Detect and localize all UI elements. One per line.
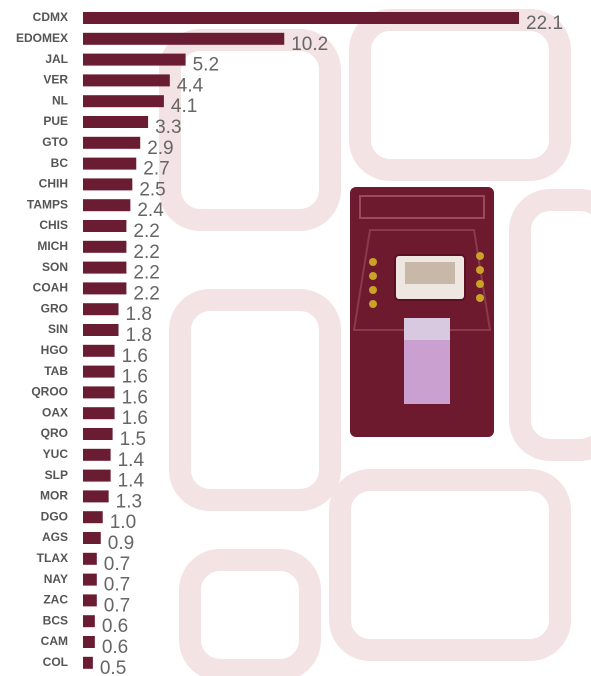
- bar: [83, 178, 132, 190]
- bar: [83, 636, 95, 648]
- bar: [83, 282, 126, 294]
- category-label: CAM: [41, 634, 68, 648]
- chart: CDMX 22.1 EDOMEX 10.2 JAL 5.2 VER 4.4 NL 4.1 PUE 3.…: [0, 0, 591, 676]
- value-label: 1.0: [110, 512, 136, 533]
- value-label: 1.4: [118, 450, 145, 471]
- bar: [83, 345, 115, 357]
- bar: [83, 615, 95, 627]
- value-label: 2.4: [137, 200, 164, 221]
- bar: [83, 33, 284, 45]
- value-label: 5.2: [193, 55, 219, 76]
- value-label: 0.7: [104, 595, 130, 616]
- value-label: 2.2: [133, 283, 159, 304]
- value-label: 0.6: [102, 637, 128, 658]
- value-label: 2.9: [147, 138, 173, 159]
- value-label: 4.4: [177, 75, 204, 96]
- category-label: EDOMEX: [16, 31, 68, 45]
- category-label: CDMX: [33, 10, 68, 24]
- category-label: HGO: [41, 343, 68, 357]
- bar: [83, 137, 140, 149]
- value-label: 1.3: [116, 491, 142, 512]
- value-label: 2.7: [143, 159, 169, 180]
- value-label: 1.5: [120, 429, 146, 450]
- bar: [83, 262, 126, 274]
- category-label: TAB: [44, 364, 68, 378]
- bar: [83, 470, 111, 482]
- bar: [83, 220, 126, 232]
- bar: [83, 199, 130, 211]
- value-label: 1.8: [126, 304, 152, 325]
- category-label: BCS: [43, 613, 68, 627]
- value-label: 1.6: [122, 408, 148, 429]
- value-label: 3.3: [155, 117, 181, 138]
- bar: [83, 95, 164, 107]
- value-label: 10.2: [291, 34, 328, 55]
- bar: [83, 158, 136, 170]
- value-label: 0.7: [104, 575, 130, 596]
- value-label: 2.2: [133, 263, 159, 284]
- category-label: SON: [42, 260, 68, 274]
- category-label: TAMPS: [27, 197, 68, 211]
- bar: [83, 386, 115, 398]
- category-label: VER: [43, 73, 68, 87]
- category-label: JAL: [45, 52, 68, 66]
- value-label: 1.8: [126, 325, 152, 346]
- category-label: QRO: [41, 426, 68, 440]
- value-label: 0.7: [104, 554, 130, 575]
- value-label: 0.5: [100, 658, 126, 676]
- bar: [83, 407, 115, 419]
- bar: [83, 490, 109, 502]
- value-label: 4.1: [171, 96, 197, 117]
- value-label: 1.6: [122, 387, 148, 408]
- category-label: GRO: [41, 301, 68, 315]
- category-label: OAX: [42, 405, 68, 419]
- value-label: 1.6: [122, 346, 148, 367]
- bar: [83, 116, 148, 128]
- category-label: QROO: [31, 385, 68, 399]
- category-label: CHIH: [39, 177, 68, 191]
- category-label: NL: [52, 93, 68, 107]
- bar: [83, 74, 170, 86]
- value-label: 0.6: [102, 616, 128, 637]
- bar: [83, 449, 111, 461]
- category-label: AGS: [42, 530, 68, 544]
- category-label: MOR: [40, 489, 68, 503]
- category-label: SIN: [48, 322, 68, 336]
- category-label: COL: [43, 655, 68, 669]
- bar: [83, 574, 97, 586]
- category-label: ZAC: [43, 593, 68, 607]
- category-label: TLAX: [37, 551, 68, 565]
- value-label: 0.9: [108, 533, 134, 554]
- category-label: DGO: [41, 509, 68, 523]
- bar: [83, 657, 93, 669]
- bar: [83, 532, 101, 544]
- bar: [83, 594, 97, 606]
- value-label: 2.2: [133, 242, 159, 263]
- category-label: PUE: [43, 114, 68, 128]
- category-label: NAY: [44, 572, 68, 586]
- category-label: YUC: [43, 447, 69, 461]
- category-label: SLP: [45, 468, 68, 482]
- bar: [83, 12, 519, 24]
- bar: [83, 241, 126, 253]
- category-label: MICH: [37, 239, 68, 253]
- category-label: COAH: [33, 281, 68, 295]
- value-label: 2.2: [133, 221, 159, 242]
- bar: [83, 324, 119, 336]
- page: CDMX 22.1 EDOMEX 10.2 JAL 5.2 VER 4.4 NL 4.1 PUE 3.…: [0, 0, 591, 676]
- category-label: CHIS: [39, 218, 68, 232]
- bar: [83, 553, 97, 565]
- atm-illustration: [350, 187, 494, 437]
- value-label: 22.1: [526, 13, 563, 34]
- bar: [83, 428, 113, 440]
- bar: [83, 366, 115, 378]
- value-label: 1.6: [122, 367, 148, 388]
- category-label: GTO: [42, 135, 68, 149]
- bar: [83, 511, 103, 523]
- value-label: 1.4: [118, 471, 145, 492]
- category-label: BC: [51, 156, 69, 170]
- value-label: 2.5: [139, 179, 165, 200]
- bar: [83, 54, 186, 66]
- bar: [83, 303, 119, 315]
